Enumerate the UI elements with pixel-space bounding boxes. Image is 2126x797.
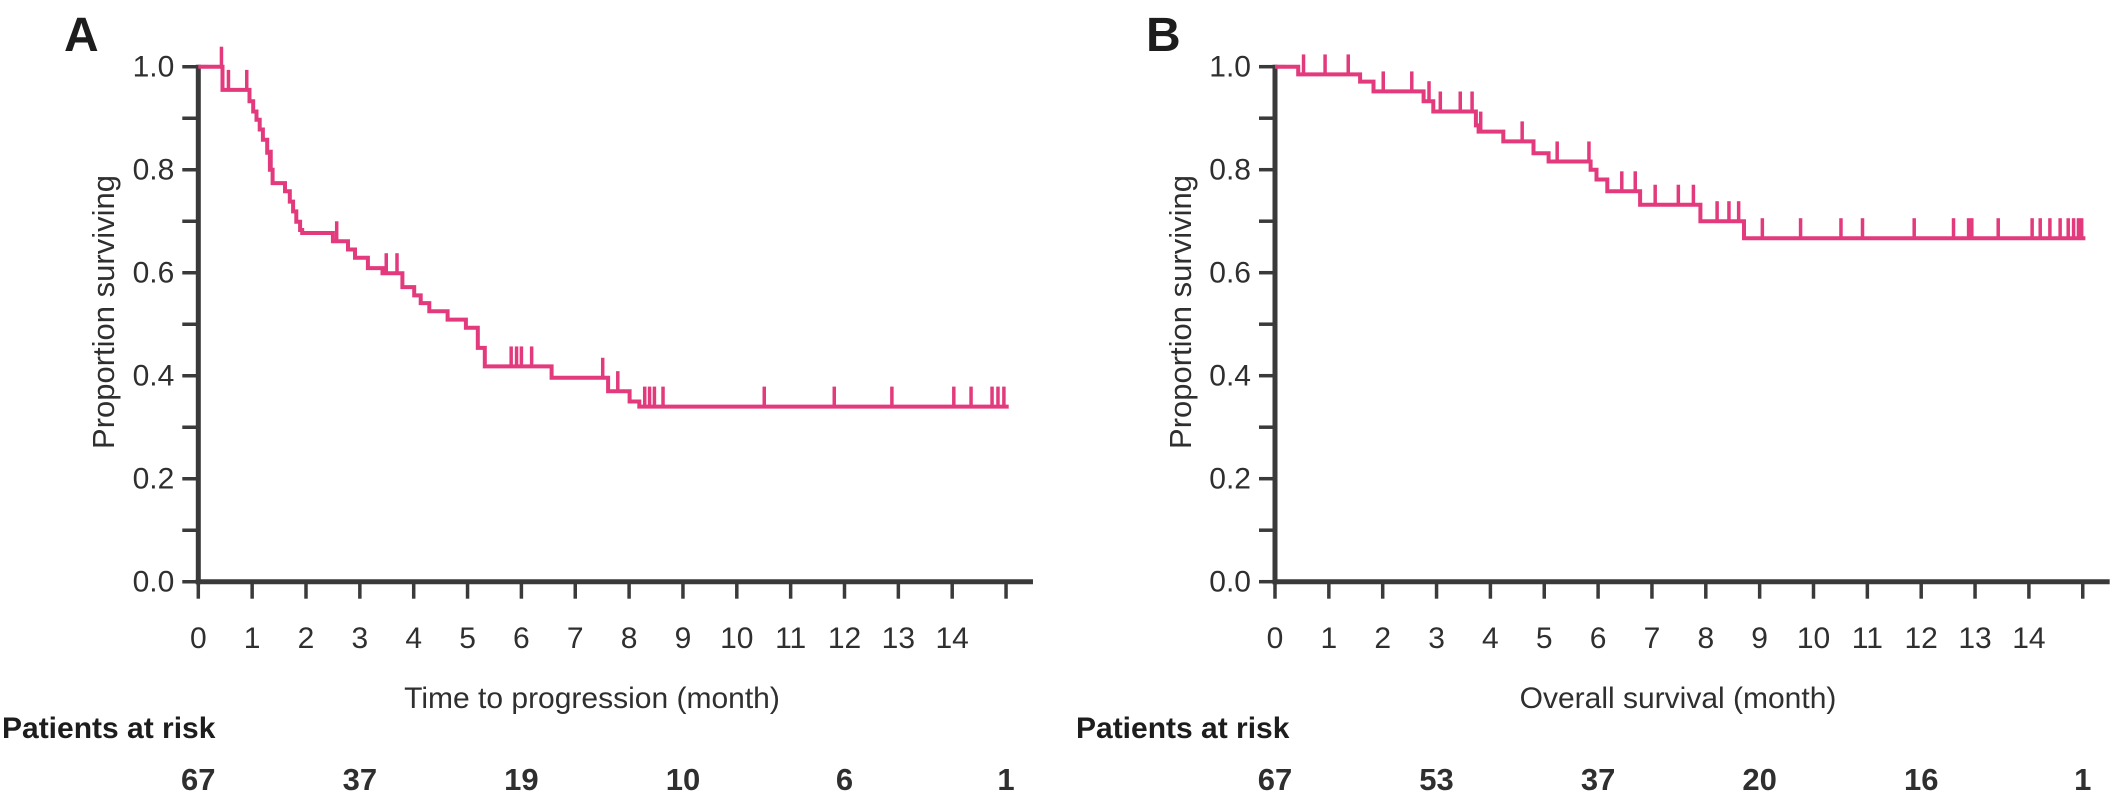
x-tick-label-b: 4 — [1482, 622, 1499, 655]
risk-count-a: 10 — [666, 762, 700, 797]
x-tick-label-a: 6 — [513, 622, 530, 655]
patients-at-risk-label-a: Patients at risk — [2, 712, 216, 745]
x-tick-label-b: 9 — [1751, 622, 1768, 655]
x-tick-label-a: 14 — [936, 622, 969, 655]
risk-count-a: 19 — [504, 762, 538, 797]
y-tick-label-a: 0.2 — [133, 463, 175, 496]
x-tick-label-a: 8 — [621, 622, 638, 655]
x-tick-label-b: 0 — [1267, 622, 1284, 655]
x-tick-label-a: 13 — [882, 622, 915, 655]
patients-at-risk-label-b: Patients at risk — [1076, 712, 1290, 745]
x-tick-label-a: 11 — [775, 622, 806, 655]
risk-count-a: 1 — [997, 762, 1014, 797]
x-tick-label-a: 10 — [720, 622, 753, 655]
x-tick-label-a: 7 — [567, 622, 584, 655]
x-tick-label-a: 1 — [244, 622, 261, 655]
risk-count-b: 1 — [2074, 762, 2091, 797]
x-tick-label-a: 9 — [675, 622, 692, 655]
x-tick-label-a: 12 — [828, 622, 861, 655]
y-tick-label-b: 0.6 — [1209, 257, 1251, 290]
x-tick-label-a: 4 — [405, 622, 422, 655]
y-tick-label-a: 0.4 — [133, 360, 175, 393]
y-tick-label-b: 0.0 — [1209, 566, 1251, 599]
x-tick-label-b: 10 — [1797, 622, 1830, 655]
y-tick-label-a: 0.8 — [133, 154, 175, 187]
panel-a-letter: A — [64, 9, 100, 62]
x-tick-label-b: 13 — [1958, 622, 1991, 655]
x-tick-label-b: 6 — [1590, 622, 1607, 655]
x-tick-label-a: 3 — [352, 622, 369, 655]
y-tick-label-b: 0.8 — [1209, 154, 1251, 187]
y-tick-label-a: 1.0 — [133, 51, 175, 84]
x-tick-label-b: 8 — [1697, 622, 1714, 655]
y-tick-label-b: 0.2 — [1209, 463, 1251, 496]
x-tick-label-b: 1 — [1321, 622, 1338, 655]
x-axis-title-a: Time to progression (month) — [404, 682, 780, 715]
y-tick-label-a: 0.6 — [133, 257, 175, 290]
x-tick-label-b: 3 — [1428, 622, 1445, 655]
risk-count-a: 37 — [343, 762, 377, 797]
x-tick-label-b: 14 — [2012, 622, 2045, 655]
y-tick-label-b: 0.4 — [1209, 360, 1251, 393]
x-tick-label-b: 7 — [1644, 622, 1661, 655]
risk-count-b: 37 — [1581, 762, 1615, 797]
y-axis-title-b: Proportion surviving — [1163, 175, 1198, 449]
x-axis-title-b: Overall survival (month) — [1519, 682, 1837, 715]
y-tick-label-b: 1.0 — [1209, 51, 1251, 84]
x-tick-label-a: 2 — [298, 622, 315, 655]
risk-count-a: 6 — [836, 762, 853, 797]
x-tick-label-a: 0 — [190, 622, 207, 655]
risk-count-b: 16 — [1904, 762, 1938, 797]
x-tick-label-b: 12 — [1905, 622, 1938, 655]
risk-count-b: 53 — [1419, 762, 1453, 797]
x-tick-label-a: 5 — [459, 622, 476, 655]
km-curve-b — [1275, 64, 2086, 241]
risk-count-a: 67 — [181, 762, 215, 797]
risk-count-b: 67 — [1258, 762, 1292, 797]
x-tick-label-b: 11 — [1852, 622, 1883, 655]
y-tick-label-a: 0.0 — [133, 566, 175, 599]
y-axis-title-a: Proportion surviving — [86, 175, 121, 449]
risk-count-b: 20 — [1742, 762, 1776, 797]
x-tick-label-b: 2 — [1374, 622, 1391, 655]
panel-b-letter: B — [1146, 9, 1182, 62]
km-curve-a — [198, 64, 1009, 409]
x-tick-label-b: 5 — [1536, 622, 1553, 655]
